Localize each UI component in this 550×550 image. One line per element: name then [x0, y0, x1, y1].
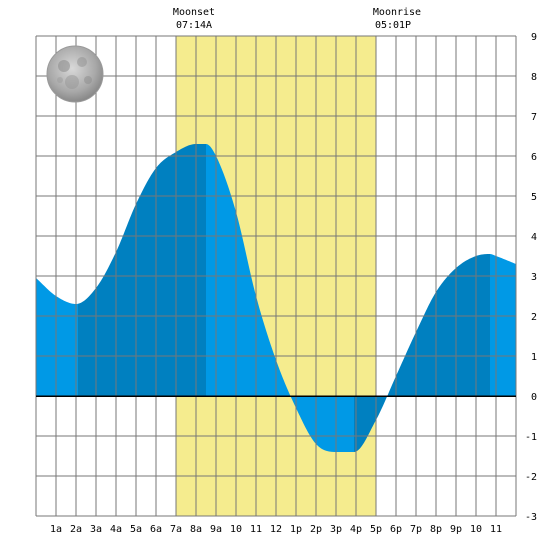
x-tick-label: 7a [170, 524, 182, 535]
x-tick-label: 10 [470, 524, 482, 535]
moonrise-label: Moonrise [373, 7, 421, 18]
x-tick-label: 6p [390, 524, 402, 535]
x-tick-label: 7p [410, 524, 422, 535]
moonset-time: 07:14A [176, 20, 212, 31]
y-tick-label: -2 [525, 472, 537, 483]
y-tick-label: 9 [531, 32, 537, 43]
falling-tide-segment [36, 278, 78, 396]
y-tick-label: 7 [531, 112, 537, 123]
grid [35, 35, 517, 517]
x-tick-label: 10 [230, 524, 242, 535]
x-tick-label: 2p [310, 524, 322, 535]
y-axis: -3 -2 -1 0 1 2 3 4 5 6 7 8 9 [525, 32, 537, 523]
x-tick-label: 9a [210, 524, 222, 535]
x-tick-label: 8p [430, 524, 442, 535]
rising-tide-segment [78, 144, 206, 396]
y-tick-label: 1 [531, 352, 537, 363]
x-tick-label: 4a [110, 524, 122, 535]
x-tick-label: 5a [130, 524, 142, 535]
y-tick-label: -1 [525, 432, 537, 443]
y-tick-label: 0 [531, 392, 537, 403]
x-tick-label: 9p [450, 524, 462, 535]
x-tick-label: 3a [90, 524, 102, 535]
y-tick-label: 4 [531, 232, 537, 243]
falling-tide-segment [206, 144, 354, 452]
x-tick-label: 3p [330, 524, 342, 535]
x-tick-label: 11 [250, 524, 262, 535]
x-tick-label: 2a [70, 524, 82, 535]
x-tick-label: 11 [490, 524, 502, 535]
x-tick-label: 8a [190, 524, 202, 535]
x-axis: 1a 2a 3a 4a 5a 6a 7a 8a 9a 10 11 12 1p 2p 3p 4p 5p 6p 7p 8p… [50, 524, 502, 535]
y-tick-label: 3 [531, 272, 537, 283]
y-tick-label: 8 [531, 72, 537, 83]
x-tick-label: 6a [150, 524, 162, 535]
full-moon-icon [46, 45, 104, 103]
x-tick-label: 1a [50, 524, 62, 535]
moonrise-time: 05:01P [375, 20, 411, 31]
x-tick-label: 1p [290, 524, 302, 535]
y-tick-label: -3 [525, 512, 537, 523]
y-tick-label: 5 [531, 192, 537, 203]
x-tick-label: 4p [350, 524, 362, 535]
falling-tide-segment [490, 254, 516, 396]
y-tick-label: 2 [531, 312, 537, 323]
y-tick-label: 6 [531, 152, 537, 163]
x-tick-label: 5p [370, 524, 382, 535]
x-tick-label: 12 [270, 524, 282, 535]
moonset-label: Moonset [173, 7, 215, 18]
